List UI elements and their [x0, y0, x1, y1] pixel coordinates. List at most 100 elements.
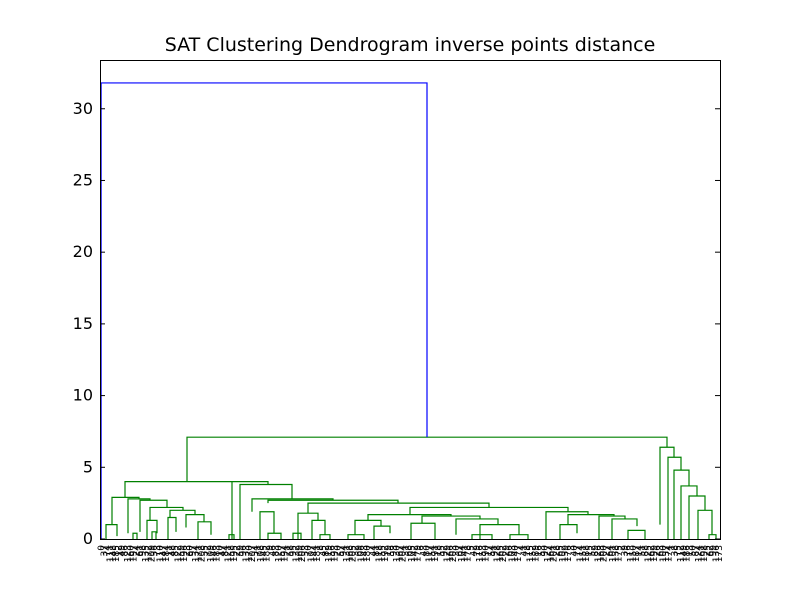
- leaf-label: 125: [644, 545, 654, 562]
- leaf-label: 207: [248, 545, 258, 562]
- leaf-label: 141: [461, 545, 471, 562]
- leaf-label: 187: [632, 545, 642, 562]
- dendrogram-link: [100, 82, 428, 539]
- leaf-label: 159: [177, 545, 187, 562]
- y-tick-label: 20: [73, 242, 93, 261]
- leaf-label: 145: [260, 545, 270, 562]
- leaf-label: 97: [189, 545, 199, 556]
- dendrogram-link: [197, 521, 212, 539]
- leaf-label: 104: [458, 545, 468, 562]
- leaf-label: 70: [304, 545, 314, 557]
- leaf-label: 199: [650, 545, 660, 562]
- leaf-label: 166: [446, 545, 456, 562]
- dendrogram-link: [146, 519, 158, 539]
- dendrogram-link: [105, 524, 118, 539]
- leaf-label: 114: [576, 545, 586, 562]
- dendrogram-link: [311, 519, 326, 539]
- leaf-label: 53: [538, 545, 548, 556]
- leaf-label: 61: [135, 545, 145, 556]
- leaf-label: 195: [230, 545, 240, 562]
- leaf-label: 43: [419, 545, 429, 556]
- dendrogram-link: [127, 498, 151, 534]
- dendrogram-link: [567, 514, 615, 525]
- dendrogram-link: [611, 518, 638, 539]
- leaf-label: 42: [470, 545, 480, 556]
- leaf-label: 44: [369, 545, 379, 557]
- leaf-label: 3: [567, 545, 577, 551]
- leaf-label: 130: [393, 545, 403, 562]
- dendrogram-link: [139, 499, 168, 532]
- leaf-label: 117: [425, 545, 435, 562]
- dendrogram-link: [169, 509, 196, 518]
- leaf-label: 28: [552, 545, 562, 557]
- leaf-label: 88: [641, 545, 651, 557]
- leaf-label: 60: [186, 545, 196, 557]
- leaf-label: 66: [505, 545, 515, 557]
- leaf-label: 206: [298, 545, 308, 562]
- leaf-label: 110: [156, 545, 166, 562]
- leaf-label: 133: [242, 545, 252, 562]
- leaf-label: 198: [700, 545, 710, 562]
- leaf-label: 95: [289, 545, 299, 556]
- leaf-label: 94: [339, 545, 349, 557]
- leaf-label: 86: [121, 545, 131, 557]
- leaf-label: 178: [464, 545, 474, 562]
- leaf-label: 81: [372, 545, 382, 556]
- leaf-label: 134: [192, 545, 202, 562]
- leaf-label: 46: [269, 545, 279, 557]
- leaf-label: 25: [703, 545, 713, 556]
- leaf-label: 38: [671, 545, 681, 557]
- leaf-label: 184: [162, 545, 172, 562]
- leaf-label: 143: [360, 545, 370, 562]
- leaf-label: 116: [475, 545, 485, 562]
- leaf-label: 165: [496, 545, 506, 562]
- leaf-label: 139: [561, 545, 571, 562]
- leaf-label: 13: [685, 545, 695, 556]
- leaf-label: 138: [612, 545, 622, 562]
- leaf-label: 161: [697, 545, 707, 562]
- leaf-label: 19: [384, 545, 394, 557]
- leaf-label: 91: [490, 545, 500, 556]
- leaf-label: 163: [597, 545, 607, 562]
- leaf-label: 59: [236, 545, 246, 557]
- leaf-label: 80: [422, 545, 432, 557]
- dendrogram-link: [659, 446, 675, 525]
- leaf-label: 77: [573, 545, 583, 556]
- leaf-label: 196: [180, 545, 190, 562]
- leaf-label: 51: [638, 545, 648, 556]
- leaf-label: 153: [478, 545, 488, 562]
- leaf-label: 120: [274, 545, 284, 562]
- leaf-label: 149: [680, 545, 690, 562]
- leaf-labels: 0377411114818512498612316019724619813517…: [97, 545, 725, 562]
- leaf-label: 147: [159, 545, 169, 562]
- leaf-label: 175: [614, 545, 624, 562]
- leaf-label: 14: [635, 545, 645, 557]
- leaf-label: 192: [381, 545, 391, 562]
- dendrogram-link: [185, 514, 205, 528]
- leaf-label: 10: [215, 545, 225, 557]
- plot-frame: [100, 60, 721, 540]
- leaf-label: 160: [127, 545, 137, 562]
- leaf-label: 82: [322, 545, 332, 556]
- leaf-label: 71: [254, 545, 264, 556]
- leaf-label: 172: [144, 545, 154, 562]
- leaf-label: 126: [594, 545, 604, 562]
- leaf-label: 57: [337, 545, 347, 556]
- leaf-label: 40: [570, 545, 580, 557]
- leaf-label: 128: [493, 545, 503, 562]
- dendrogram-link: [680, 485, 698, 539]
- leaf-label: 189: [532, 545, 542, 562]
- leaf-label: 132: [292, 545, 302, 562]
- leaf-label: 36: [150, 545, 160, 557]
- leaf-label: 0: [97, 545, 107, 551]
- leaf-label: 129: [443, 545, 453, 562]
- leaf-label: 140: [511, 545, 521, 562]
- dendrogram-link: [455, 518, 499, 535]
- leaf-label: 162: [647, 545, 657, 562]
- leaf-label: 41: [520, 545, 530, 556]
- leaf-label: 179: [413, 545, 423, 562]
- leaf-label: 21: [283, 545, 293, 556]
- leaf-label: 106: [357, 545, 367, 562]
- leaf-label: 201: [549, 545, 559, 562]
